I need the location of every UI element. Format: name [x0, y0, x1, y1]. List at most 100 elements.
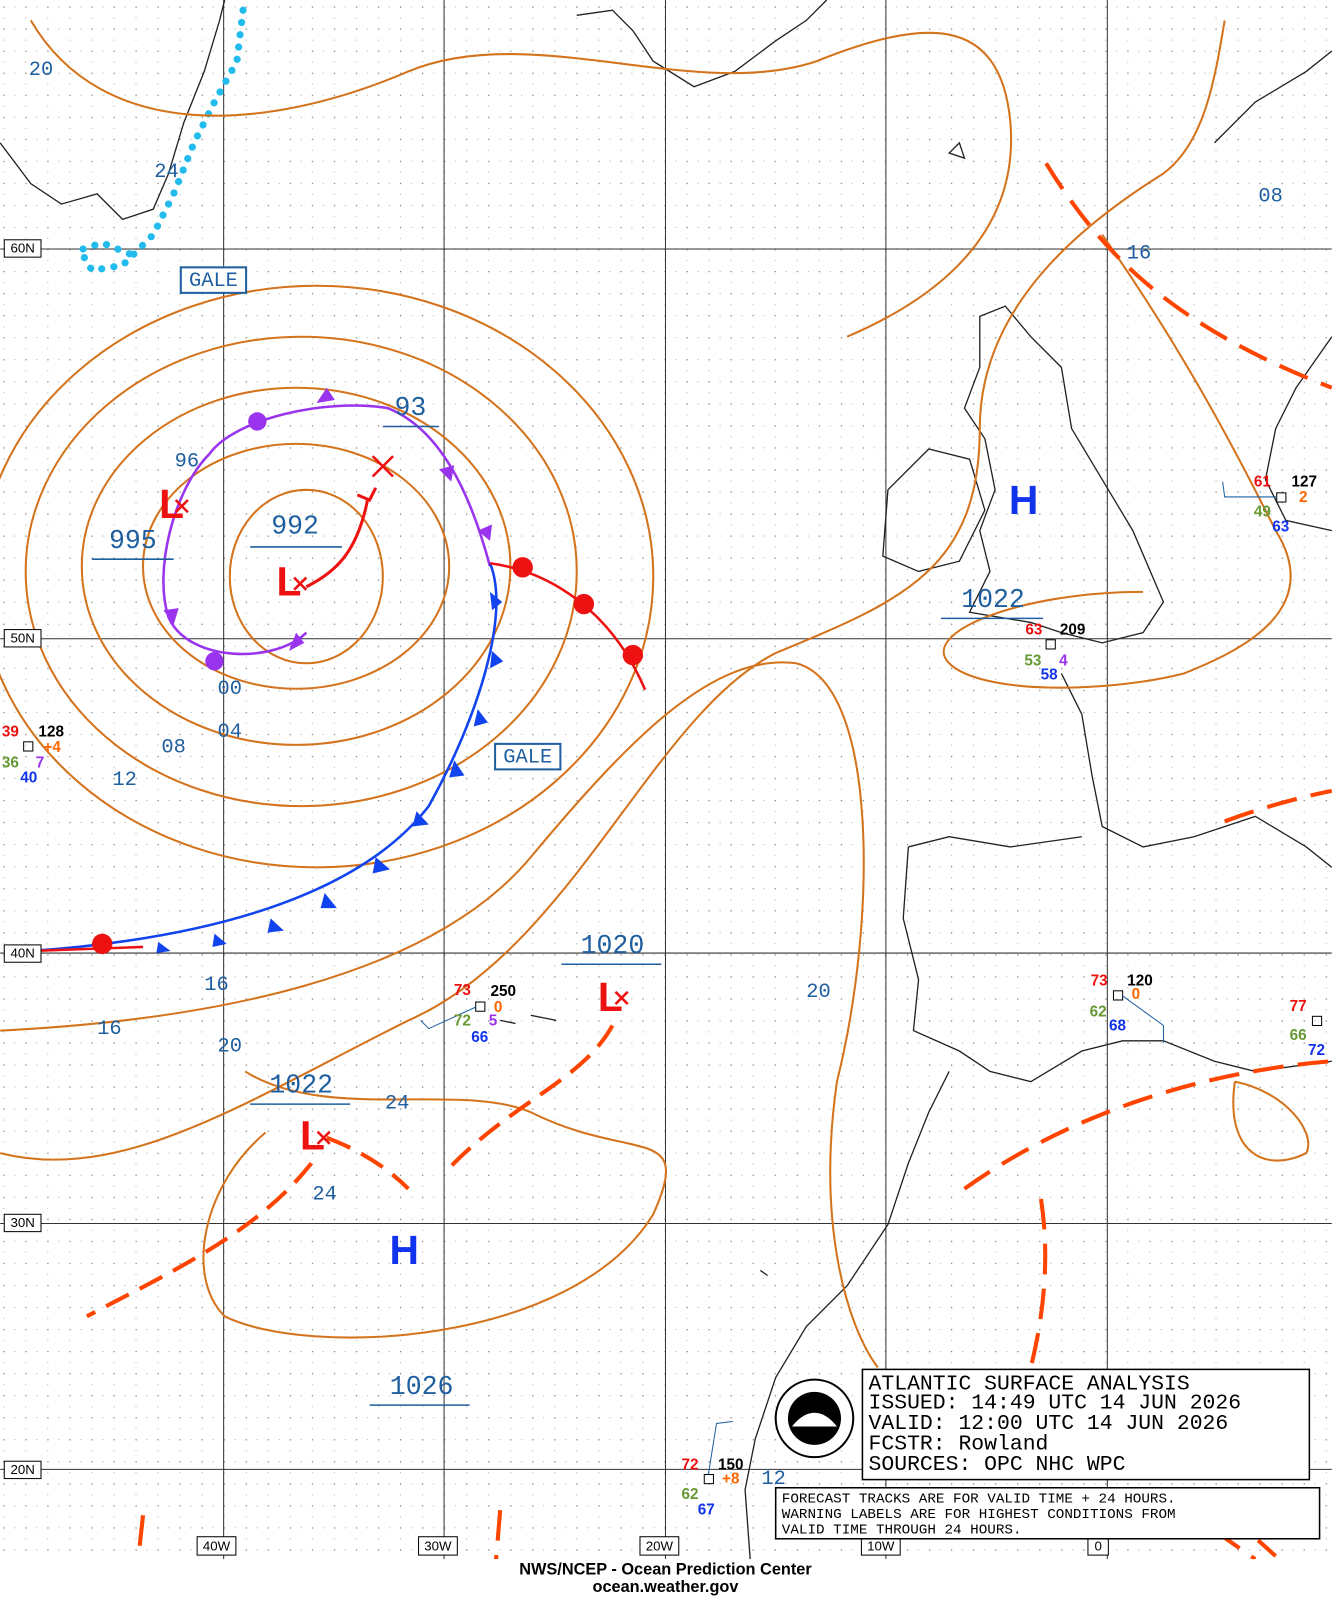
lon-label: 10W — [867, 1538, 895, 1553]
station-value: +4 — [43, 739, 61, 756]
station: 128 39 +4 36 740 — [2, 724, 65, 787]
station-value: 53 — [1024, 652, 1041, 669]
station-value: 72 — [681, 1456, 698, 1473]
station-value: 58 — [1041, 667, 1059, 684]
ice-edge — [74, 6, 247, 275]
warning-label: GALE — [503, 747, 552, 770]
footer-line: NWS/NCEP - Ocean Prediction Center — [519, 1561, 812, 1579]
isobar-label: 20 — [218, 1035, 242, 1058]
note-line: FORECAST TRACKS ARE FOR VALID TIME + 24 … — [782, 1492, 1176, 1508]
station-value: 68 — [1109, 1018, 1127, 1035]
central-pressure: 1020 — [581, 931, 645, 961]
isobar-label: 96 — [175, 451, 199, 474]
info-line: ISSUED: 14:49 UTC 14 JUN 2026 — [869, 1392, 1242, 1416]
lon-label: 40W — [203, 1538, 231, 1553]
central-pressure: 1022 — [961, 585, 1025, 615]
station-value: 36 — [2, 754, 19, 771]
isobar-label: 20 — [29, 59, 53, 82]
noaa-logo — [774, 1378, 855, 1459]
station-value: 0 — [494, 999, 503, 1016]
info-line: FCSTR: Rowland — [869, 1433, 1049, 1457]
station-value: 72 — [454, 1012, 471, 1029]
isobar-label: 24 — [385, 1092, 409, 1115]
isobar-label: 08 — [161, 736, 185, 759]
footer-band — [0, 1559, 1332, 1600]
central-pressure: 1022 — [269, 1071, 333, 1101]
station-value: 39 — [2, 724, 19, 741]
station-value: 40 — [20, 770, 37, 787]
station-value: 150 — [718, 1456, 744, 1473]
central-pressure: 93 — [394, 393, 426, 423]
isobar-label: 00 — [218, 678, 242, 701]
footer-line: ocean.weather.gov — [593, 1578, 739, 1596]
isobar-label: 24 — [312, 1183, 336, 1206]
central-pressures: 992 995 1022 1020 1022 1026 93 — [92, 393, 1044, 1406]
station-value: 62 — [681, 1486, 698, 1503]
station-value: 250 — [490, 983, 516, 1000]
isobar-label: 16 — [97, 1018, 121, 1041]
station-value: 73 — [454, 982, 471, 999]
high-center: H — [1009, 477, 1038, 523]
isobar-labels: 20 24 96 00 0 4 08 12 16 16 20 24 24 20 1… — [29, 59, 1283, 1491]
station-value: 5 — [489, 1012, 498, 1029]
station-value: 49 — [1254, 503, 1271, 520]
station-value: 66 — [1290, 1027, 1307, 1044]
info-line: VALID: 12:00 UTC 14 JUN 2026 — [869, 1412, 1229, 1436]
info-line: SOURCES: OPC NHC WPC — [869, 1453, 1126, 1477]
lat-label: 30N — [10, 1215, 34, 1230]
station-value: 7 — [36, 754, 45, 771]
warning-label: GALE — [189, 270, 238, 293]
station-value: 66 — [471, 1029, 488, 1046]
isobar-label: 16 — [1127, 242, 1151, 265]
lat-label: 40N — [10, 946, 34, 961]
station-value: 63 — [1272, 519, 1289, 536]
low-x-marks — [174, 499, 629, 1145]
station: 250 73 0 72 566 — [420, 982, 516, 1046]
central-pressure: 1026 — [390, 1372, 454, 1402]
station-value: 2 — [1299, 489, 1308, 506]
station-value: 128 — [38, 724, 64, 741]
isobar-label: 20 — [806, 981, 830, 1004]
station-value: 0 — [1132, 986, 1141, 1003]
lon-label: 20W — [646, 1538, 674, 1553]
station-value: 72 — [1308, 1042, 1325, 1059]
station-value: 73 — [1091, 973, 1108, 990]
fronts — [25, 387, 647, 962]
station-value: 67 — [698, 1501, 715, 1518]
warnings: GALE GALE — [179, 266, 562, 771]
lat-label: 60N — [10, 240, 34, 255]
info-box: ATLANTIC SURFACE ANALYSIS ISSUED: 14:49 … — [774, 1368, 1321, 1540]
station-value: 62 — [1090, 1003, 1107, 1020]
station-value: 209 — [1060, 622, 1086, 639]
station-value: 77 — [1290, 998, 1307, 1015]
note-line: VALID TIME THROUGH 24 HOURS. — [782, 1522, 1022, 1538]
station-value: 4 — [1059, 652, 1068, 669]
lat-boxes — [3, 239, 1109, 1556]
isobar-label: 12 — [112, 769, 136, 792]
info-line: ATLANTIC SURFACE ANALYSIS — [869, 1372, 1190, 1396]
isobar-label: 16 — [204, 974, 228, 997]
station-value: 120 — [1127, 973, 1153, 990]
high-center: H — [390, 1227, 419, 1273]
graticule-labels: 60N 50N 40N 30N 20N 40W 30W 20W 10W 0 — [3, 239, 1109, 1556]
lon-label: 30W — [424, 1538, 452, 1553]
isobar-label: 12 — [761, 1468, 785, 1491]
pressure-centers: H H L L L L — [159, 477, 1038, 1273]
station-value: 63 — [1025, 622, 1042, 639]
coastlines — [0, 0, 1332, 1560]
central-pressure: 992 — [271, 512, 319, 542]
station-value: 61 — [1254, 474, 1272, 491]
station-value: +8 — [722, 1471, 740, 1488]
graticule — [0, 0, 1332, 1560]
station-value: 127 — [1291, 474, 1317, 491]
lon-label: 0 — [1094, 1538, 1101, 1553]
isobar-label: 24 — [154, 161, 178, 184]
central-pressure: 995 — [109, 526, 157, 556]
